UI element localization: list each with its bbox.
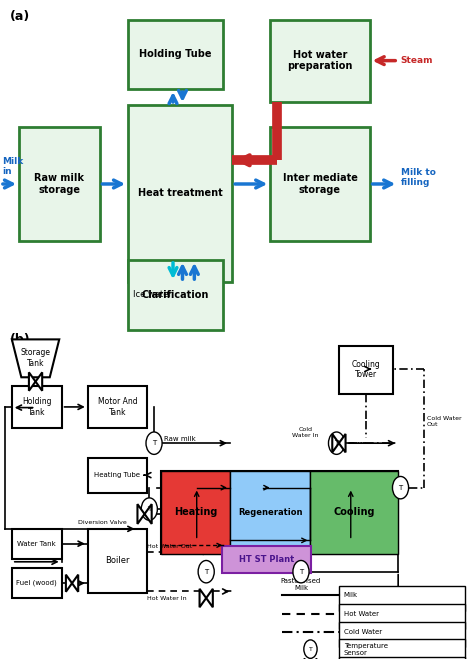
Polygon shape: [339, 434, 346, 452]
Text: T: T: [147, 506, 151, 512]
Circle shape: [293, 560, 309, 583]
Bar: [128, 260, 223, 330]
Bar: [12, 386, 62, 428]
Text: Ice water: Ice water: [133, 290, 172, 299]
Bar: [128, 20, 223, 89]
Text: Water Tank: Water Tank: [18, 540, 56, 547]
FancyBboxPatch shape: [222, 546, 311, 573]
Text: Cold Water: Cold Water: [344, 629, 382, 635]
Text: Raw milk: Raw milk: [164, 436, 195, 442]
Text: Cooling: Cooling: [334, 507, 375, 517]
Circle shape: [198, 560, 214, 583]
Text: Hot Water In: Hot Water In: [147, 596, 187, 601]
Polygon shape: [12, 339, 59, 377]
Polygon shape: [29, 372, 36, 391]
Text: Hot water
preparation: Hot water preparation: [287, 50, 353, 71]
Bar: [161, 471, 398, 554]
Text: Cold
Water In: Cold Water In: [292, 427, 319, 438]
Text: Diversion Valve: Diversion Valve: [78, 520, 127, 525]
Text: T: T: [335, 440, 338, 446]
Text: Hot Water: Hot Water: [344, 610, 379, 617]
Text: Holding Tube: Holding Tube: [139, 49, 211, 59]
Bar: [339, 604, 465, 629]
Bar: [12, 529, 62, 559]
Text: Heating Tube: Heating Tube: [94, 472, 140, 478]
Text: Milk: Milk: [344, 592, 358, 598]
Text: T: T: [399, 484, 402, 491]
Text: (a): (a): [9, 10, 30, 23]
Circle shape: [141, 498, 157, 521]
Text: T: T: [309, 646, 312, 652]
Polygon shape: [72, 575, 78, 592]
Text: T: T: [204, 569, 208, 575]
Bar: [128, 105, 232, 282]
Text: Steam: Steam: [401, 56, 433, 65]
Polygon shape: [332, 434, 339, 452]
Text: Holding
Tank: Holding Tank: [22, 397, 52, 416]
Polygon shape: [200, 589, 206, 608]
Bar: [161, 471, 230, 554]
Text: Temperature
Sensor: Temperature Sensor: [344, 643, 388, 656]
Polygon shape: [206, 589, 213, 608]
Text: Cold Water
Out: Cold Water Out: [427, 416, 461, 427]
Bar: [19, 127, 100, 241]
Text: Boiler: Boiler: [105, 556, 129, 565]
Text: Raw milk
storage: Raw milk storage: [34, 173, 84, 195]
Text: Clarification: Clarification: [142, 290, 209, 300]
Bar: [339, 585, 465, 610]
Text: Motor And
Tank: Motor And Tank: [98, 397, 137, 416]
Circle shape: [392, 476, 409, 499]
Circle shape: [146, 432, 162, 455]
Bar: [88, 386, 147, 428]
Circle shape: [328, 432, 345, 455]
Polygon shape: [145, 504, 152, 524]
Polygon shape: [137, 504, 145, 524]
Bar: [339, 622, 465, 647]
Text: Milk to
filling: Milk to filling: [401, 167, 436, 187]
Text: T: T: [299, 569, 303, 575]
Text: (b): (b): [9, 333, 30, 346]
Bar: [339, 346, 393, 393]
Bar: [12, 568, 62, 598]
Bar: [88, 458, 147, 493]
Bar: [310, 471, 398, 554]
Text: Hot Water Out: Hot Water Out: [147, 544, 192, 548]
Bar: [339, 639, 465, 659]
Bar: [230, 471, 310, 554]
Text: Cooling
Tower: Cooling Tower: [352, 360, 381, 380]
Polygon shape: [36, 372, 42, 391]
Text: Milk
in: Milk in: [2, 157, 24, 176]
Text: Pasteurised
Milk: Pasteurised Milk: [281, 579, 321, 591]
Text: Heat treatment: Heat treatment: [138, 188, 222, 198]
Bar: [270, 20, 370, 101]
Text: Storage
Tank: Storage Tank: [20, 349, 51, 368]
Polygon shape: [310, 658, 317, 659]
Polygon shape: [304, 658, 310, 659]
Text: T: T: [152, 440, 156, 446]
Text: HT ST Plant: HT ST Plant: [239, 555, 294, 563]
Text: Fuel (wood): Fuel (wood): [17, 580, 57, 587]
Text: Regeneration: Regeneration: [238, 508, 302, 517]
Bar: [339, 657, 465, 659]
Bar: [88, 529, 147, 593]
Text: Heating: Heating: [174, 507, 217, 517]
Circle shape: [304, 640, 317, 658]
Text: Inter mediate
storage: Inter mediate storage: [283, 173, 357, 195]
Bar: [270, 127, 370, 241]
Polygon shape: [66, 575, 72, 592]
